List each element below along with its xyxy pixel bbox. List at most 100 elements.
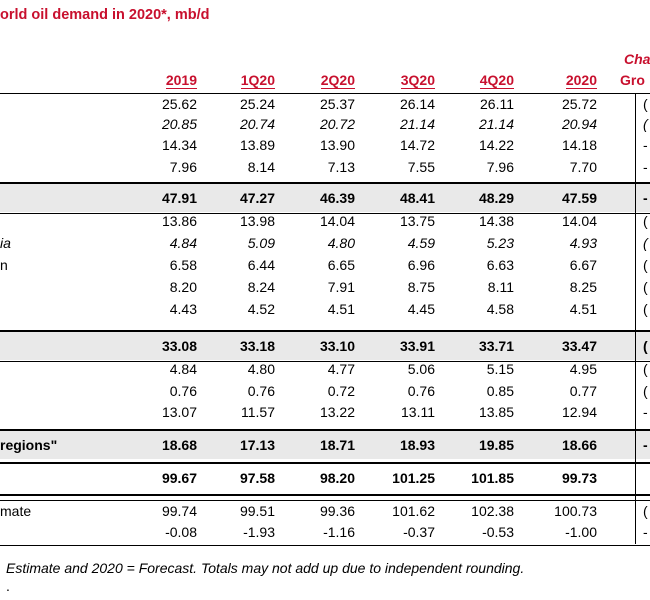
table-title: orld oil demand in 2020*, mb/d (0, 7, 210, 23)
table-cell: 5.06 (407, 361, 435, 377)
table-cell: 18.71 (319, 437, 355, 453)
column-header: 4Q20 (479, 72, 514, 89)
table-cell: 19.85 (478, 437, 514, 453)
table-cell: 7.70 (569, 159, 597, 175)
growth-cell: ( (643, 301, 648, 317)
table-cell: 13.98 (239, 213, 275, 229)
table-cell: 33.10 (319, 338, 355, 354)
table-cell: 102.38 (471, 503, 514, 519)
table-cell: 13.07 (161, 404, 197, 420)
table-rule (0, 330, 650, 332)
table-cell: 20.94 (561, 116, 597, 132)
table-cell: 13.75 (399, 213, 435, 229)
table-cell: 4.93 (569, 235, 597, 251)
growth-cell: ( (643, 213, 648, 229)
column-header: 3Q20 (400, 72, 435, 89)
table-cell: 4.95 (569, 361, 597, 377)
table-cell: 12.94 (561, 404, 597, 420)
table-cell: 99.74 (161, 503, 197, 519)
table-cell: 20.72 (319, 116, 355, 132)
footnote: Estimate and 2020 = Forecast. Totals may… (6, 560, 525, 576)
table-cell: 4.80 (247, 361, 275, 377)
table-cell: 0.72 (327, 383, 355, 399)
table-cell: -0.08 (165, 524, 197, 540)
table-cell: 97.58 (239, 470, 275, 486)
table-cell: 101.25 (392, 470, 435, 486)
column-header: 2019 (165, 72, 197, 89)
table-cell: 6.96 (407, 257, 435, 273)
table-cell: 18.93 (399, 437, 435, 453)
growth-cell: ( (643, 361, 648, 377)
table-rule (0, 361, 650, 362)
growth-cell: ( (643, 96, 648, 112)
table-cell: -1.16 (323, 524, 355, 540)
table-rule (0, 182, 650, 184)
table-cell: 6.63 (486, 257, 514, 273)
table-cell: 4.84 (169, 235, 197, 251)
growth-cell: ( (643, 279, 648, 295)
table-cell: 0.76 (169, 383, 197, 399)
table-cell: 33.71 (478, 338, 514, 354)
table-cell: 0.77 (569, 383, 597, 399)
table-cell: 26.11 (480, 96, 514, 112)
table-cell: 6.67 (569, 257, 597, 273)
table-cell: 13.89 (239, 137, 275, 153)
table-cell: 100.73 (554, 503, 597, 519)
subtotal-band (0, 330, 650, 360)
growth-cell: ( (643, 257, 648, 273)
growth-cell: - (643, 404, 648, 420)
subtotal-band (0, 182, 650, 212)
table-rule (0, 500, 650, 501)
table-cell: 0.76 (247, 383, 275, 399)
growth-cell: ( (643, 503, 648, 519)
table-cell: 48.41 (399, 190, 435, 206)
growth-cell: ( (643, 235, 648, 251)
table-cell: 13.85 (478, 404, 514, 420)
subtotal-band (0, 429, 650, 459)
table-cell: 48.29 (478, 190, 514, 206)
table-cell: 8.75 (407, 279, 435, 295)
table-cell: -0.37 (403, 524, 435, 540)
column-header: 1Q20 (240, 72, 275, 89)
table-cell: 8.20 (169, 279, 197, 295)
table-cell: 101.62 (392, 503, 435, 519)
table-cell: 99.67 (161, 470, 197, 486)
table-cell: 25.24 (239, 96, 275, 112)
table-rule (0, 213, 650, 214)
growth-cell: - (643, 437, 648, 453)
table-cell: 101.85 (471, 470, 514, 486)
table-cell: 4.43 (169, 301, 197, 317)
growth-cell: - (643, 159, 648, 175)
table-cell: 0.85 (486, 383, 514, 399)
growth-cell: ( (643, 383, 648, 399)
table-cell: 7.96 (169, 159, 197, 175)
table-cell: 4.59 (407, 235, 435, 251)
table-rule (0, 93, 650, 94)
table-cell: 7.55 (407, 159, 435, 175)
table-cell: 14.34 (161, 137, 197, 153)
table-cell: 5.09 (247, 235, 275, 251)
table-cell: 25.62 (161, 96, 197, 112)
table-cell: 21.14 (399, 116, 435, 132)
table-cell: 7.91 (327, 279, 355, 295)
table-cell: 99.51 (239, 503, 275, 519)
table-cell: 47.27 (239, 190, 275, 206)
table-cell: 13.11 (401, 404, 435, 420)
growth-cell: ( (643, 116, 648, 132)
table-cell: 98.20 (319, 470, 355, 486)
change-header-line2: Gro (620, 72, 645, 88)
table-cell: 4.77 (327, 361, 355, 377)
table-cell: 26.14 (399, 96, 435, 112)
table-cell: -1.00 (565, 524, 597, 540)
table-cell: 33.47 (561, 338, 597, 354)
table-cell: 14.04 (561, 213, 597, 229)
table-cell: 20.85 (161, 116, 197, 132)
table-cell: -1.93 (243, 524, 275, 540)
column-header: 2020 (565, 72, 597, 89)
table-cell: 4.51 (327, 301, 355, 317)
table-rule (0, 545, 650, 546)
table-cell: 46.39 (319, 190, 355, 206)
table-cell: 25.72 (561, 96, 597, 112)
table-cell: 4.80 (327, 235, 355, 251)
table-cell: 13.86 (161, 213, 197, 229)
